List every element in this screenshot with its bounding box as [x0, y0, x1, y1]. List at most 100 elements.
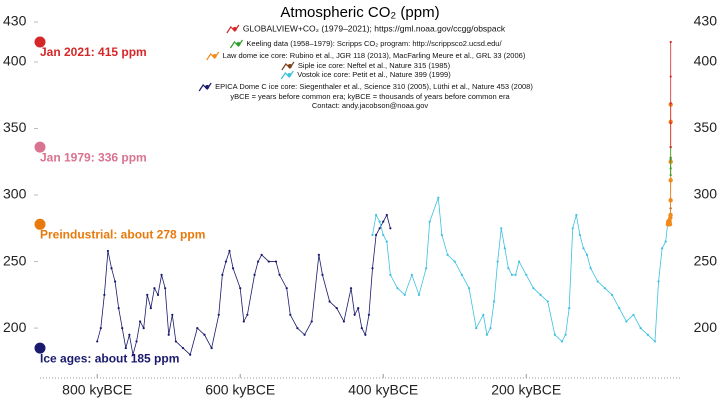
data-point	[568, 307, 571, 310]
annotation: Preindustrial: about 278 ppm	[40, 227, 205, 241]
data-point	[174, 340, 177, 343]
data-point	[657, 280, 660, 283]
data-point	[382, 233, 385, 237]
data-point	[146, 293, 149, 296]
data-point	[639, 327, 642, 330]
legend-marker	[287, 73, 292, 77]
data-point	[121, 327, 124, 330]
data-point	[618, 307, 621, 310]
data-point	[510, 273, 514, 276]
data-point	[546, 300, 549, 303]
reference-marker	[34, 218, 46, 230]
x-tick-label: 600 kyBCE	[205, 382, 275, 398]
data-point	[103, 293, 106, 296]
data-point	[582, 247, 585, 250]
data-point	[500, 227, 503, 230]
data-point	[317, 253, 320, 257]
note: yBCE = years before common era; kyBCE = …	[230, 92, 510, 101]
data-point	[210, 346, 213, 350]
data-point	[475, 327, 478, 330]
y-tick-label-right: 250	[694, 252, 718, 268]
data-point	[646, 333, 649, 336]
data-point	[571, 227, 574, 230]
chart-title: Atmospheric CO₂ (ppm)	[280, 4, 439, 21]
data-point	[485, 333, 489, 336]
data-point	[539, 293, 542, 296]
data-point	[564, 333, 567, 336]
data-point	[246, 313, 249, 316]
x-tick-label: 800 kyBCE	[62, 382, 132, 398]
legend-icon	[198, 82, 212, 92]
data-point	[289, 313, 292, 316]
reference-marker	[34, 141, 46, 153]
data-point	[664, 240, 667, 243]
data-point	[349, 287, 353, 290]
data-point	[669, 173, 672, 177]
data-point	[669, 75, 672, 78]
data-point	[669, 40, 672, 44]
y-tick-label: 200	[3, 319, 27, 335]
data-point	[589, 267, 592, 270]
data-point	[167, 333, 170, 336]
data-point	[467, 287, 471, 290]
data-point	[117, 307, 120, 310]
data-point	[342, 320, 346, 323]
data-point	[181, 346, 185, 350]
legend-marker	[287, 64, 292, 68]
data-point	[221, 273, 224, 276]
legend-icon	[280, 70, 294, 80]
data-point	[335, 307, 338, 310]
data-point	[403, 293, 406, 296]
data-point	[668, 212, 673, 218]
data-point	[553, 333, 556, 336]
data-point	[171, 313, 174, 316]
data-point	[603, 287, 607, 290]
annotation: Jan 1979: 336 ppm	[40, 150, 147, 164]
data-point	[364, 333, 367, 336]
data-point	[353, 313, 356, 316]
data-point	[437, 196, 440, 199]
legend-label: Law dome ice core: Rubino et al., JGR 11…	[223, 51, 526, 60]
data-point	[113, 280, 117, 283]
data-point	[428, 220, 431, 223]
data-point	[371, 267, 374, 270]
data-point	[196, 327, 199, 330]
data-point	[99, 327, 102, 330]
data-point	[321, 273, 324, 276]
data-point	[228, 249, 231, 253]
y-tick-label: 350	[3, 119, 27, 135]
data-point	[253, 273, 256, 276]
legend-marker	[236, 42, 241, 46]
x-tick-label: 200 kyBCE	[491, 382, 561, 398]
data-point	[610, 293, 614, 296]
data-point	[425, 267, 428, 270]
legend-label: Vostok ice core: Petit et al., Nature 39…	[297, 70, 451, 79]
data-point	[385, 240, 388, 243]
data-point	[260, 253, 263, 257]
data-point	[278, 273, 281, 276]
data-point	[106, 249, 110, 253]
data-point	[440, 233, 443, 237]
data-point	[410, 273, 413, 276]
series-line	[372, 197, 669, 343]
legend-label: Siple ice core: Neftel et al., Nature 31…	[298, 61, 451, 70]
note: Contact: andy.jacobson@noaa.gov	[312, 101, 429, 110]
y-tick-label: 300	[3, 186, 27, 202]
data-point	[378, 220, 381, 223]
data-point	[578, 233, 581, 237]
data-point	[160, 273, 163, 276]
data-point	[285, 287, 288, 290]
data-point	[242, 320, 245, 323]
data-point	[417, 293, 421, 296]
legend-label: GLOBALVIEW+CO₂ (1979–2021); https://gml.…	[243, 23, 506, 33]
reference-marker	[34, 342, 46, 354]
data-point	[560, 340, 564, 343]
data-point	[131, 353, 135, 356]
data-point	[669, 102, 672, 105]
data-point	[374, 213, 378, 217]
data-point	[669, 122, 672, 125]
data-point	[653, 340, 657, 343]
data-point	[357, 307, 360, 310]
y-tick-label: 430	[3, 13, 27, 29]
